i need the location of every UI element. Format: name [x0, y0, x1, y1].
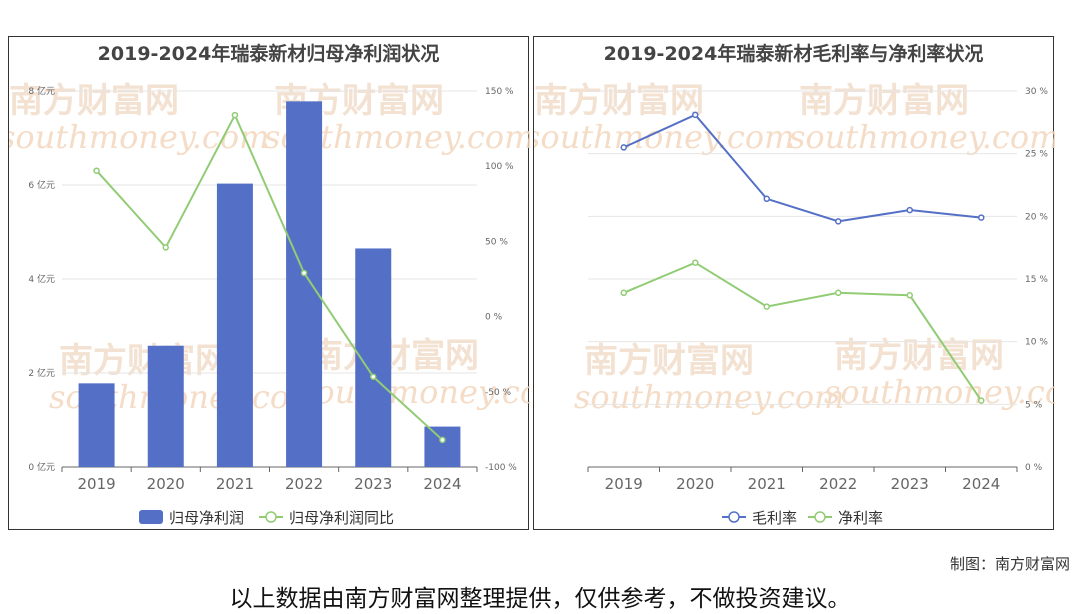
y-right-tick-label: 50 %	[485, 237, 508, 247]
legend-swatch-marker	[728, 511, 740, 523]
net-margin-point-2019	[620, 289, 627, 297]
yoy-point-2022	[300, 269, 308, 277]
net-margin-point-2023	[906, 292, 913, 299]
legend-swatch-bar	[139, 510, 163, 524]
y-right-tick-label: -50 %	[485, 388, 512, 398]
watermark-cn: 南方财富网	[834, 336, 1004, 376]
x-tick-label: 2022	[285, 475, 323, 493]
y-left-tick-label: 0 亿元	[28, 461, 55, 473]
watermark-en: southmoney.com	[824, 373, 1055, 411]
gross-margin-point-2024	[978, 214, 985, 221]
bar-2022	[286, 101, 323, 467]
bar-2019	[78, 383, 115, 467]
y-right-tick-label: 150 %	[485, 87, 514, 97]
y-left-tick-label: 6 亿元	[28, 179, 55, 191]
y-tick-label: 30 %	[1025, 87, 1048, 97]
y-tick-label: 15 %	[1025, 275, 1048, 285]
yoy-point-2020	[162, 244, 169, 251]
net-margin-line	[623, 261, 983, 402]
legend-label: 毛利率	[752, 509, 797, 527]
net-margin-point-2020	[692, 259, 699, 266]
watermark-en: southmoney.com	[534, 118, 794, 156]
x-tick-label: 2020	[147, 475, 185, 493]
gross-margin-point-2023	[906, 206, 913, 214]
legend-swatch-marker	[265, 511, 277, 523]
watermark-en: southmoney.com	[299, 373, 530, 411]
x-tick-label: 2019	[77, 475, 115, 493]
watermark-cn: 南方财富网	[309, 336, 479, 376]
y-tick-label: 10 %	[1025, 338, 1048, 348]
net-margin-point-2022	[835, 289, 842, 297]
y-tick-label: 20 %	[1025, 212, 1048, 222]
y-right-tick-label: 0 %	[485, 313, 503, 323]
x-tick-label: 2020	[676, 475, 714, 493]
x-tick-label: 2022	[819, 475, 857, 493]
net-margin-point-2024	[978, 397, 985, 404]
y-left-tick-label: 8 亿元	[28, 85, 55, 97]
net-profit-chart-panel: 南方财富网 southmoney.com 南方财富网 southmoney.com 南方…	[8, 36, 530, 530]
watermark-cn: 南方财富网	[584, 341, 754, 381]
legend-label: 归母净利润	[169, 509, 244, 527]
x-tick-label: 2024	[962, 475, 1000, 493]
disclaimer-footer: 以上数据由南方财富网整理提供，仅供参考，不做投资建议。	[229, 586, 851, 612]
yoy-point-2023	[370, 373, 377, 381]
gross-margin-point-2021	[763, 195, 770, 203]
chart-title: 2019-2024年瑞泰新材归母净利润状况	[97, 43, 440, 65]
x-tick-label: 2023	[891, 475, 929, 493]
margin-chart: 南方财富网southmoney.com南方财富网southmoney.com南方…	[534, 81, 1055, 527]
gross-margin-point-2020	[692, 111, 699, 119]
legend-swatch-marker	[814, 511, 826, 523]
x-tick-label: 2021	[748, 475, 786, 493]
watermark: 南方财富网southmoney.com南方财富网southmoney.com南方…	[534, 81, 1055, 416]
yoy-growth-line	[95, 112, 444, 441]
y-tick-label: 0 %	[1025, 463, 1043, 473]
y-right-tick-label: 100 %	[485, 162, 514, 172]
watermark-cn: 南方财富网	[799, 81, 969, 121]
bar-2020	[147, 345, 184, 467]
watermark-cn: 南方财富网	[59, 341, 229, 381]
y-right-tick-label: -100 %	[485, 463, 517, 473]
watermark: 南方财富网southmoney.com南方财富网southmoney.com南方…	[9, 81, 530, 416]
bar-2024	[424, 426, 461, 467]
chart-title: 2019-2024年瑞泰新材毛利率与净利率状况	[603, 43, 984, 65]
watermark-en: southmoney.com	[789, 118, 1055, 156]
bar-2021	[216, 183, 253, 467]
margin-chart-panel: 南方财富网 southmoney.com 南方财富网 southmoney.com 南方…	[533, 36, 1055, 530]
watermark-cn: 南方财富网	[534, 81, 704, 121]
x-tick-label: 2024	[423, 475, 461, 493]
watermark-cn: 南方财富网	[9, 81, 179, 121]
legend-label: 归母净利润同比	[289, 509, 394, 527]
y-tick-label: 5 %	[1025, 400, 1043, 410]
y-left-tick-label: 4 亿元	[28, 273, 55, 285]
x-tick-label: 2019	[605, 475, 643, 493]
gross-margin-point-2019	[620, 144, 627, 151]
gross-margin-line	[623, 113, 982, 223]
yoy-point-2024	[439, 436, 446, 444]
net-margin-point-2021	[763, 303, 770, 310]
watermark-en: southmoney.com	[9, 118, 269, 156]
watermark-en: southmoney.com	[574, 378, 844, 416]
y-left-tick-label: 2 亿元	[28, 367, 55, 379]
net-profit-chart: 南方财富网southmoney.com南方财富网southmoney.com南方…	[9, 81, 530, 527]
y-tick-label: 25 %	[1025, 150, 1048, 160]
x-tick-label: 2023	[354, 475, 392, 493]
yoy-point-2019	[93, 167, 100, 174]
x-tick-label: 2021	[216, 475, 254, 493]
gross-margin-point-2022	[835, 218, 842, 225]
chart-credit: 制图：南方财富网	[949, 555, 1070, 573]
yoy-point-2021	[231, 111, 239, 119]
legend-label: 净利率	[838, 509, 883, 527]
